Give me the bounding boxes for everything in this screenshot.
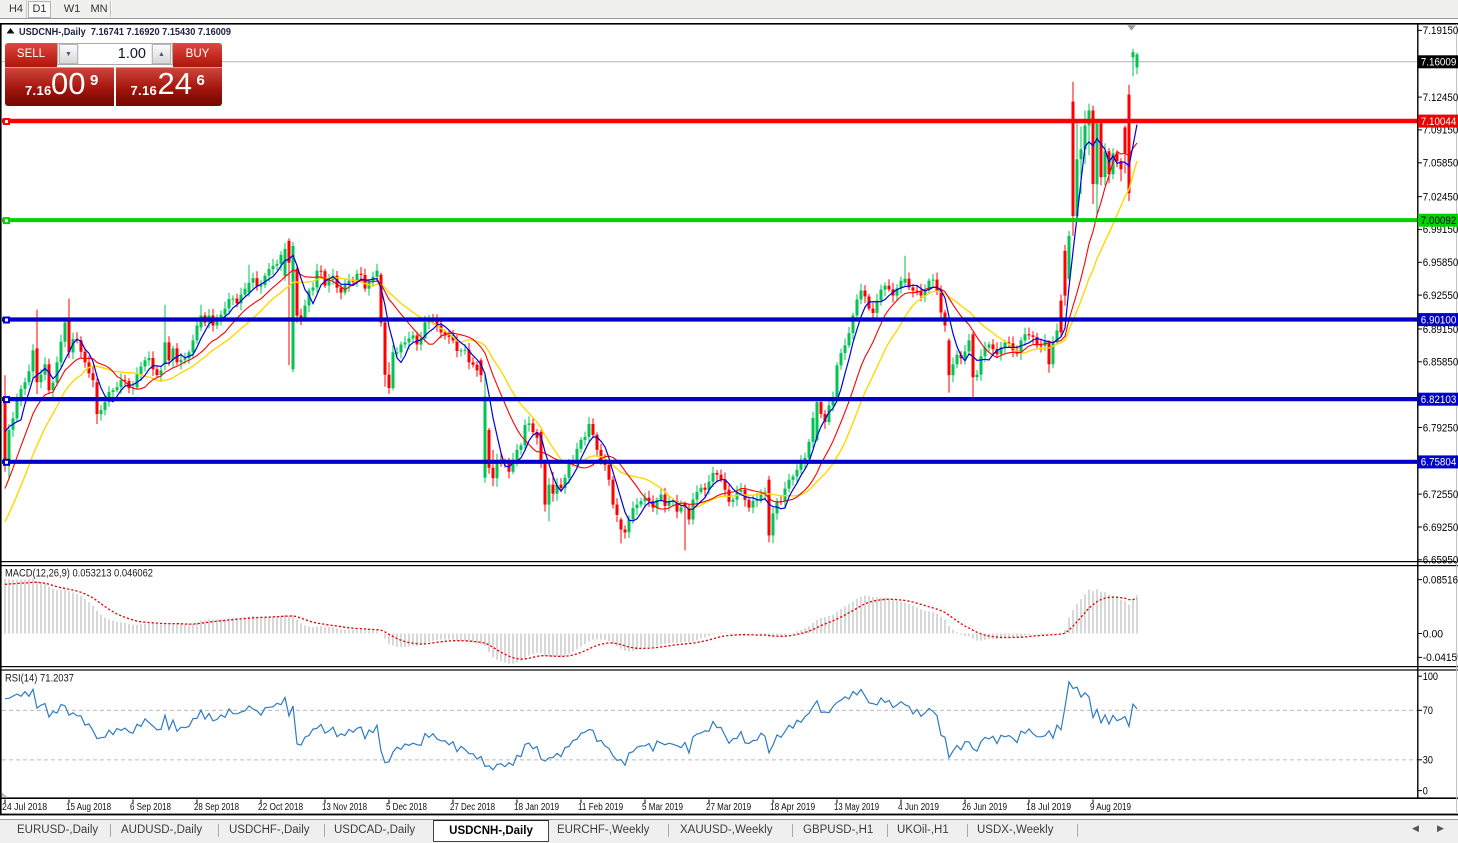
svg-text:27 Dec 2018: 27 Dec 2018 xyxy=(450,802,495,813)
svg-text:15 Aug 2018: 15 Aug 2018 xyxy=(66,802,111,813)
svg-text:RSI(14) 71.2037: RSI(14) 71.2037 xyxy=(5,673,74,685)
svg-text:5 Dec 2018: 5 Dec 2018 xyxy=(386,802,427,813)
svg-text:6.72550: 6.72550 xyxy=(1423,489,1458,501)
svg-text:6.69250: 6.69250 xyxy=(1423,522,1458,534)
svg-text:26 Jun 2019: 26 Jun 2019 xyxy=(962,802,1007,813)
svg-text:28 Sep 2018: 28 Sep 2018 xyxy=(194,802,239,813)
svg-text:7.02450: 7.02450 xyxy=(1423,191,1458,203)
svg-text:7.10044: 7.10044 xyxy=(1421,116,1457,128)
svg-text:13 May 2019: 13 May 2019 xyxy=(834,802,879,813)
svg-text:24 Jul 2018: 24 Jul 2018 xyxy=(2,802,47,813)
svg-text:100: 100 xyxy=(1423,671,1438,683)
svg-text:6.75804: 6.75804 xyxy=(1421,457,1457,469)
svg-text:USDCNH-,Daily 7.16741 7.16920: USDCNH-,Daily 7.16741 7.16920 7.15430 7.… xyxy=(19,27,231,38)
svg-text:6.90100: 6.90100 xyxy=(1421,314,1457,326)
svg-text:18 Apr 2019: 18 Apr 2019 xyxy=(770,802,815,813)
svg-text:-0.041597: -0.041597 xyxy=(1423,652,1458,664)
svg-text:6.79250: 6.79250 xyxy=(1423,422,1458,434)
svg-text:22 Oct 2018: 22 Oct 2018 xyxy=(258,802,303,813)
svg-text:6.95850: 6.95850 xyxy=(1423,257,1458,269)
svg-text:7.16009: 7.16009 xyxy=(1421,57,1457,69)
svg-text:7.05850: 7.05850 xyxy=(1423,158,1458,170)
svg-text:0.085164: 0.085164 xyxy=(1423,574,1458,586)
svg-text:9 Aug 2019: 9 Aug 2019 xyxy=(1090,802,1131,813)
svg-text:5 Mar 2019: 5 Mar 2019 xyxy=(642,802,683,813)
svg-text:13 Nov 2018: 13 Nov 2018 xyxy=(322,802,367,813)
svg-text:27 Mar 2019: 27 Mar 2019 xyxy=(706,802,751,813)
svg-text:6 Sep 2018: 6 Sep 2018 xyxy=(130,802,171,813)
svg-text:6.99150: 6.99150 xyxy=(1423,224,1458,236)
svg-text:MACD(12,26,9) 0.053213 0.04606: MACD(12,26,9) 0.053213 0.046062 xyxy=(5,568,153,580)
svg-text:0.00: 0.00 xyxy=(1423,628,1443,640)
svg-text:4 Jun 2019: 4 Jun 2019 xyxy=(898,802,939,813)
svg-text:18 Jan 2019: 18 Jan 2019 xyxy=(514,802,559,813)
svg-text:18 Jul 2019: 18 Jul 2019 xyxy=(1026,802,1071,813)
svg-text:6.82103: 6.82103 xyxy=(1421,394,1457,406)
svg-text:7.09150: 7.09150 xyxy=(1423,125,1458,137)
svg-text:6.89150: 6.89150 xyxy=(1423,324,1458,336)
svg-text:7.19150: 7.19150 xyxy=(1423,25,1458,37)
svg-text:6.85850: 6.85850 xyxy=(1423,357,1458,369)
svg-text:0: 0 xyxy=(1423,785,1428,797)
svg-text:7.12450: 7.12450 xyxy=(1423,92,1458,104)
svg-text:11 Feb 2019: 11 Feb 2019 xyxy=(578,802,623,813)
svg-text:6.65950: 6.65950 xyxy=(1423,555,1458,567)
svg-text:7.00092: 7.00092 xyxy=(1421,215,1457,227)
svg-text:70: 70 xyxy=(1423,705,1433,717)
svg-text:6.92550: 6.92550 xyxy=(1423,290,1458,302)
svg-text:30: 30 xyxy=(1423,755,1433,767)
